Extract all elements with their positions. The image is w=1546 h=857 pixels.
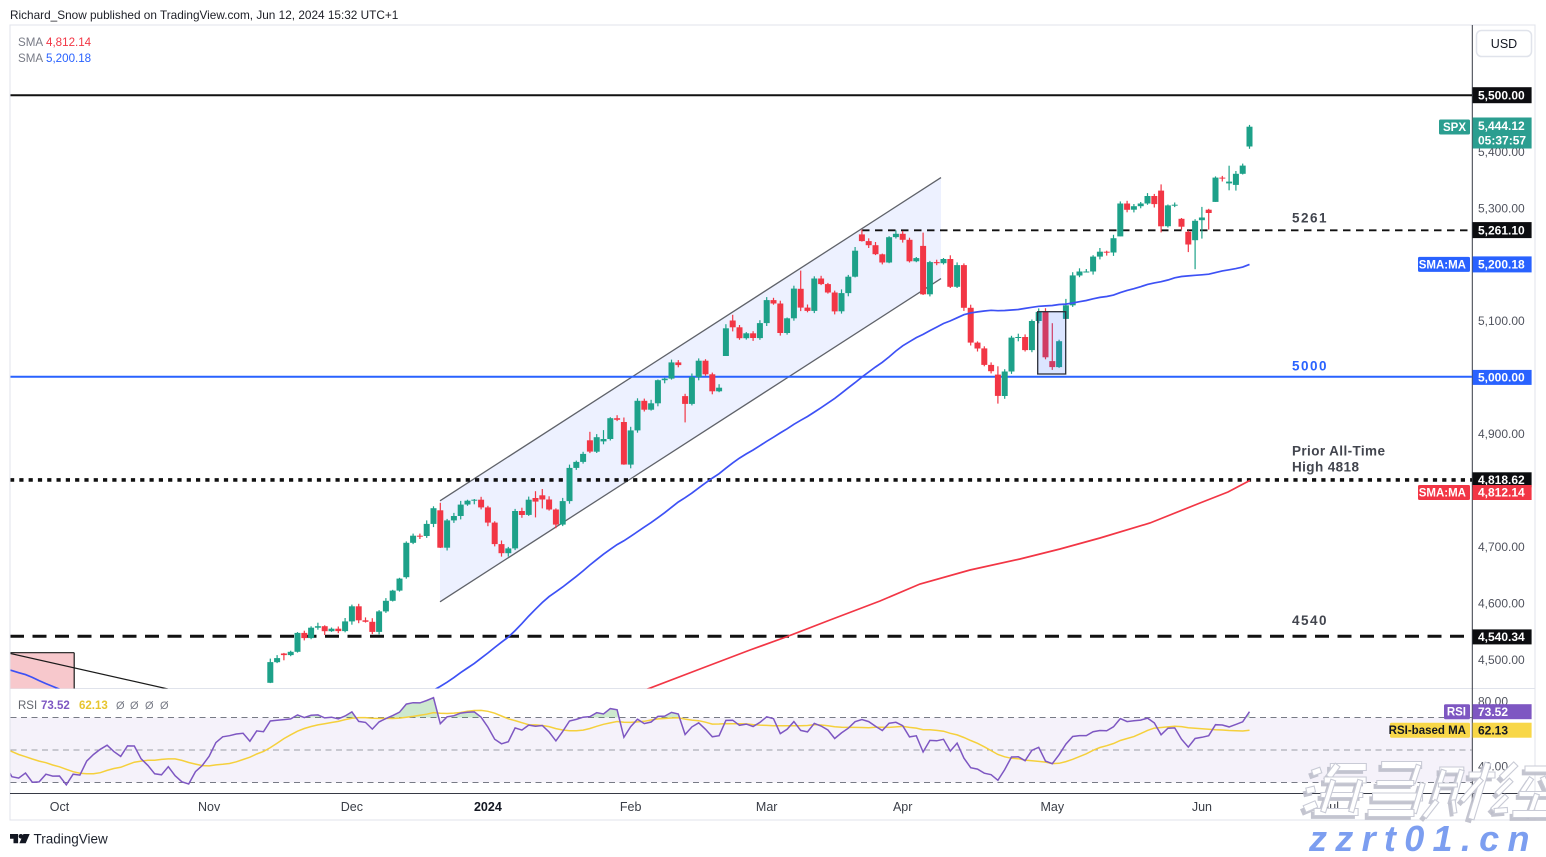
svg-text:Ø: Ø bbox=[130, 700, 139, 712]
svg-text:5,000.00: 5,000.00 bbox=[1478, 371, 1525, 385]
svg-text:RSI-based MA: RSI-based MA bbox=[1389, 725, 1466, 737]
svg-text:5,444.12: 5,444.12 bbox=[1478, 119, 1525, 133]
svg-text:Ø: Ø bbox=[145, 700, 154, 712]
svg-text:High 4818: High 4818 bbox=[1292, 460, 1359, 475]
svg-text:5,100.00: 5,100.00 bbox=[1478, 314, 1525, 328]
svg-text:5,200.18: 5,200.18 bbox=[1478, 258, 1525, 272]
svg-text:SMA: SMA bbox=[18, 36, 43, 49]
svg-text:4,900.00: 4,900.00 bbox=[1478, 427, 1525, 441]
svg-text:4540: 4540 bbox=[1292, 613, 1328, 628]
svg-text:Richard_Snow published on Trad: Richard_Snow published on TradingView.co… bbox=[10, 8, 398, 22]
svg-text:Nov: Nov bbox=[198, 800, 221, 814]
svg-text:62.13: 62.13 bbox=[79, 700, 108, 712]
svg-text:SMA:MA: SMA:MA bbox=[1419, 259, 1466, 271]
svg-text:RSI: RSI bbox=[18, 700, 37, 712]
svg-text:4,812.14: 4,812.14 bbox=[1478, 486, 1525, 500]
svg-text:4,500.00: 4,500.00 bbox=[1478, 653, 1525, 667]
svg-text:5,200.18: 5,200.18 bbox=[46, 52, 91, 65]
svg-text:SMA:MA: SMA:MA bbox=[1419, 488, 1466, 500]
svg-text:2024: 2024 bbox=[474, 800, 502, 814]
svg-text:Oct: Oct bbox=[50, 800, 70, 814]
svg-text:USD: USD bbox=[1491, 37, 1517, 51]
svg-text:Ø: Ø bbox=[116, 700, 125, 712]
svg-text:Jun: Jun bbox=[1192, 800, 1212, 814]
svg-text:5000: 5000 bbox=[1292, 359, 1328, 374]
svg-text:4,812.14: 4,812.14 bbox=[46, 36, 92, 49]
svg-text:4,700.00: 4,700.00 bbox=[1478, 540, 1525, 554]
svg-text:May: May bbox=[1040, 800, 1064, 814]
svg-text:RSI: RSI bbox=[1447, 707, 1466, 719]
svg-text:Mar: Mar bbox=[756, 800, 778, 814]
svg-text:73.52: 73.52 bbox=[41, 700, 70, 712]
svg-text:4,600.00: 4,600.00 bbox=[1478, 597, 1525, 611]
svg-text:62.13: 62.13 bbox=[1478, 723, 1508, 737]
svg-text:SMA: SMA bbox=[18, 52, 43, 65]
svg-text:Prior All-Time: Prior All-Time bbox=[1292, 444, 1385, 459]
svg-text:5,500.00: 5,500.00 bbox=[1478, 88, 1525, 102]
svg-text:TradingView: TradingView bbox=[34, 831, 109, 846]
svg-text:SPX: SPX bbox=[1443, 122, 1466, 134]
svg-text:4,818.62: 4,818.62 bbox=[1478, 473, 1525, 487]
svg-text:Apr: Apr bbox=[893, 800, 912, 814]
svg-text:5261: 5261 bbox=[1292, 211, 1328, 226]
svg-text:5,261.10: 5,261.10 bbox=[1478, 223, 1525, 237]
svg-text:05:37:57: 05:37:57 bbox=[1478, 134, 1526, 148]
svg-text:Feb: Feb bbox=[620, 800, 642, 814]
svg-text:Dec: Dec bbox=[341, 800, 363, 814]
svg-text:Ø: Ø bbox=[160, 700, 169, 712]
svg-text:zzrt01.cn: zzrt01.cn bbox=[1308, 818, 1538, 857]
svg-text:73.52: 73.52 bbox=[1478, 705, 1508, 719]
svg-text:5,300.00: 5,300.00 bbox=[1478, 201, 1525, 215]
svg-text:4,540.34: 4,540.34 bbox=[1478, 630, 1525, 644]
